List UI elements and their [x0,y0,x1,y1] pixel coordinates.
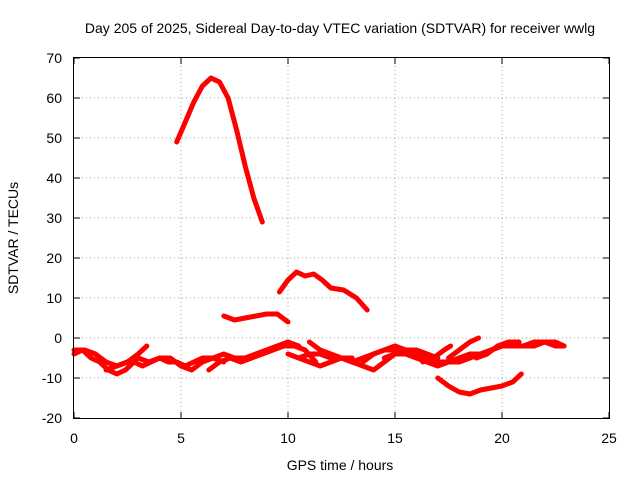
series-line-arc-13 [435,371,524,397]
y-tick-label: 10 [46,290,62,306]
plot-frame [73,57,610,419]
series-line-arc-3 [221,311,291,325]
series-group [71,75,567,397]
x-tick-label: 15 [387,430,403,446]
y-tick-label: 50 [46,130,62,146]
series-line-arc-10 [306,339,355,361]
ticks: 0 5 10 15 20 25 -20 -10 0 10 20 30 40 50 60 70 [42,50,617,446]
x-tick-label: 5 [177,430,185,446]
y-tick-label: 60 [46,90,62,106]
series-line-arc-11 [360,339,567,365]
y-tick-label: -20 [42,410,62,426]
x-axis-label: GPS time / hours [287,457,394,473]
series-line-arc-2 [276,269,370,313]
x-tick-label: 0 [70,430,78,446]
series-line-arc-15 [420,343,454,365]
series-line-arc-7 [206,343,319,373]
series-line-arc-6 [103,343,150,373]
y-tick-label: 0 [54,330,62,346]
grid [74,58,609,418]
y-tick-label: 20 [46,250,62,266]
series-line-arc-14 [446,335,481,361]
y-tick-label: -10 [42,370,62,386]
series-line-arc-5 [71,347,227,373]
y-tick-label: 40 [46,170,62,186]
y-axis-label: SDTVAR / TECUs [5,182,21,294]
y-tick-label: 70 [46,50,62,66]
x-tick-label: 20 [494,430,510,446]
x-tick-label: 25 [601,430,617,446]
x-tick-label: 10 [280,430,296,446]
series-line-arc-16 [473,339,522,361]
y-tick-label: 30 [46,210,62,226]
chart-title: Day 205 of 2025, Sidereal Day-to-day VTE… [85,20,595,36]
series-line-arc-1 [174,75,265,225]
